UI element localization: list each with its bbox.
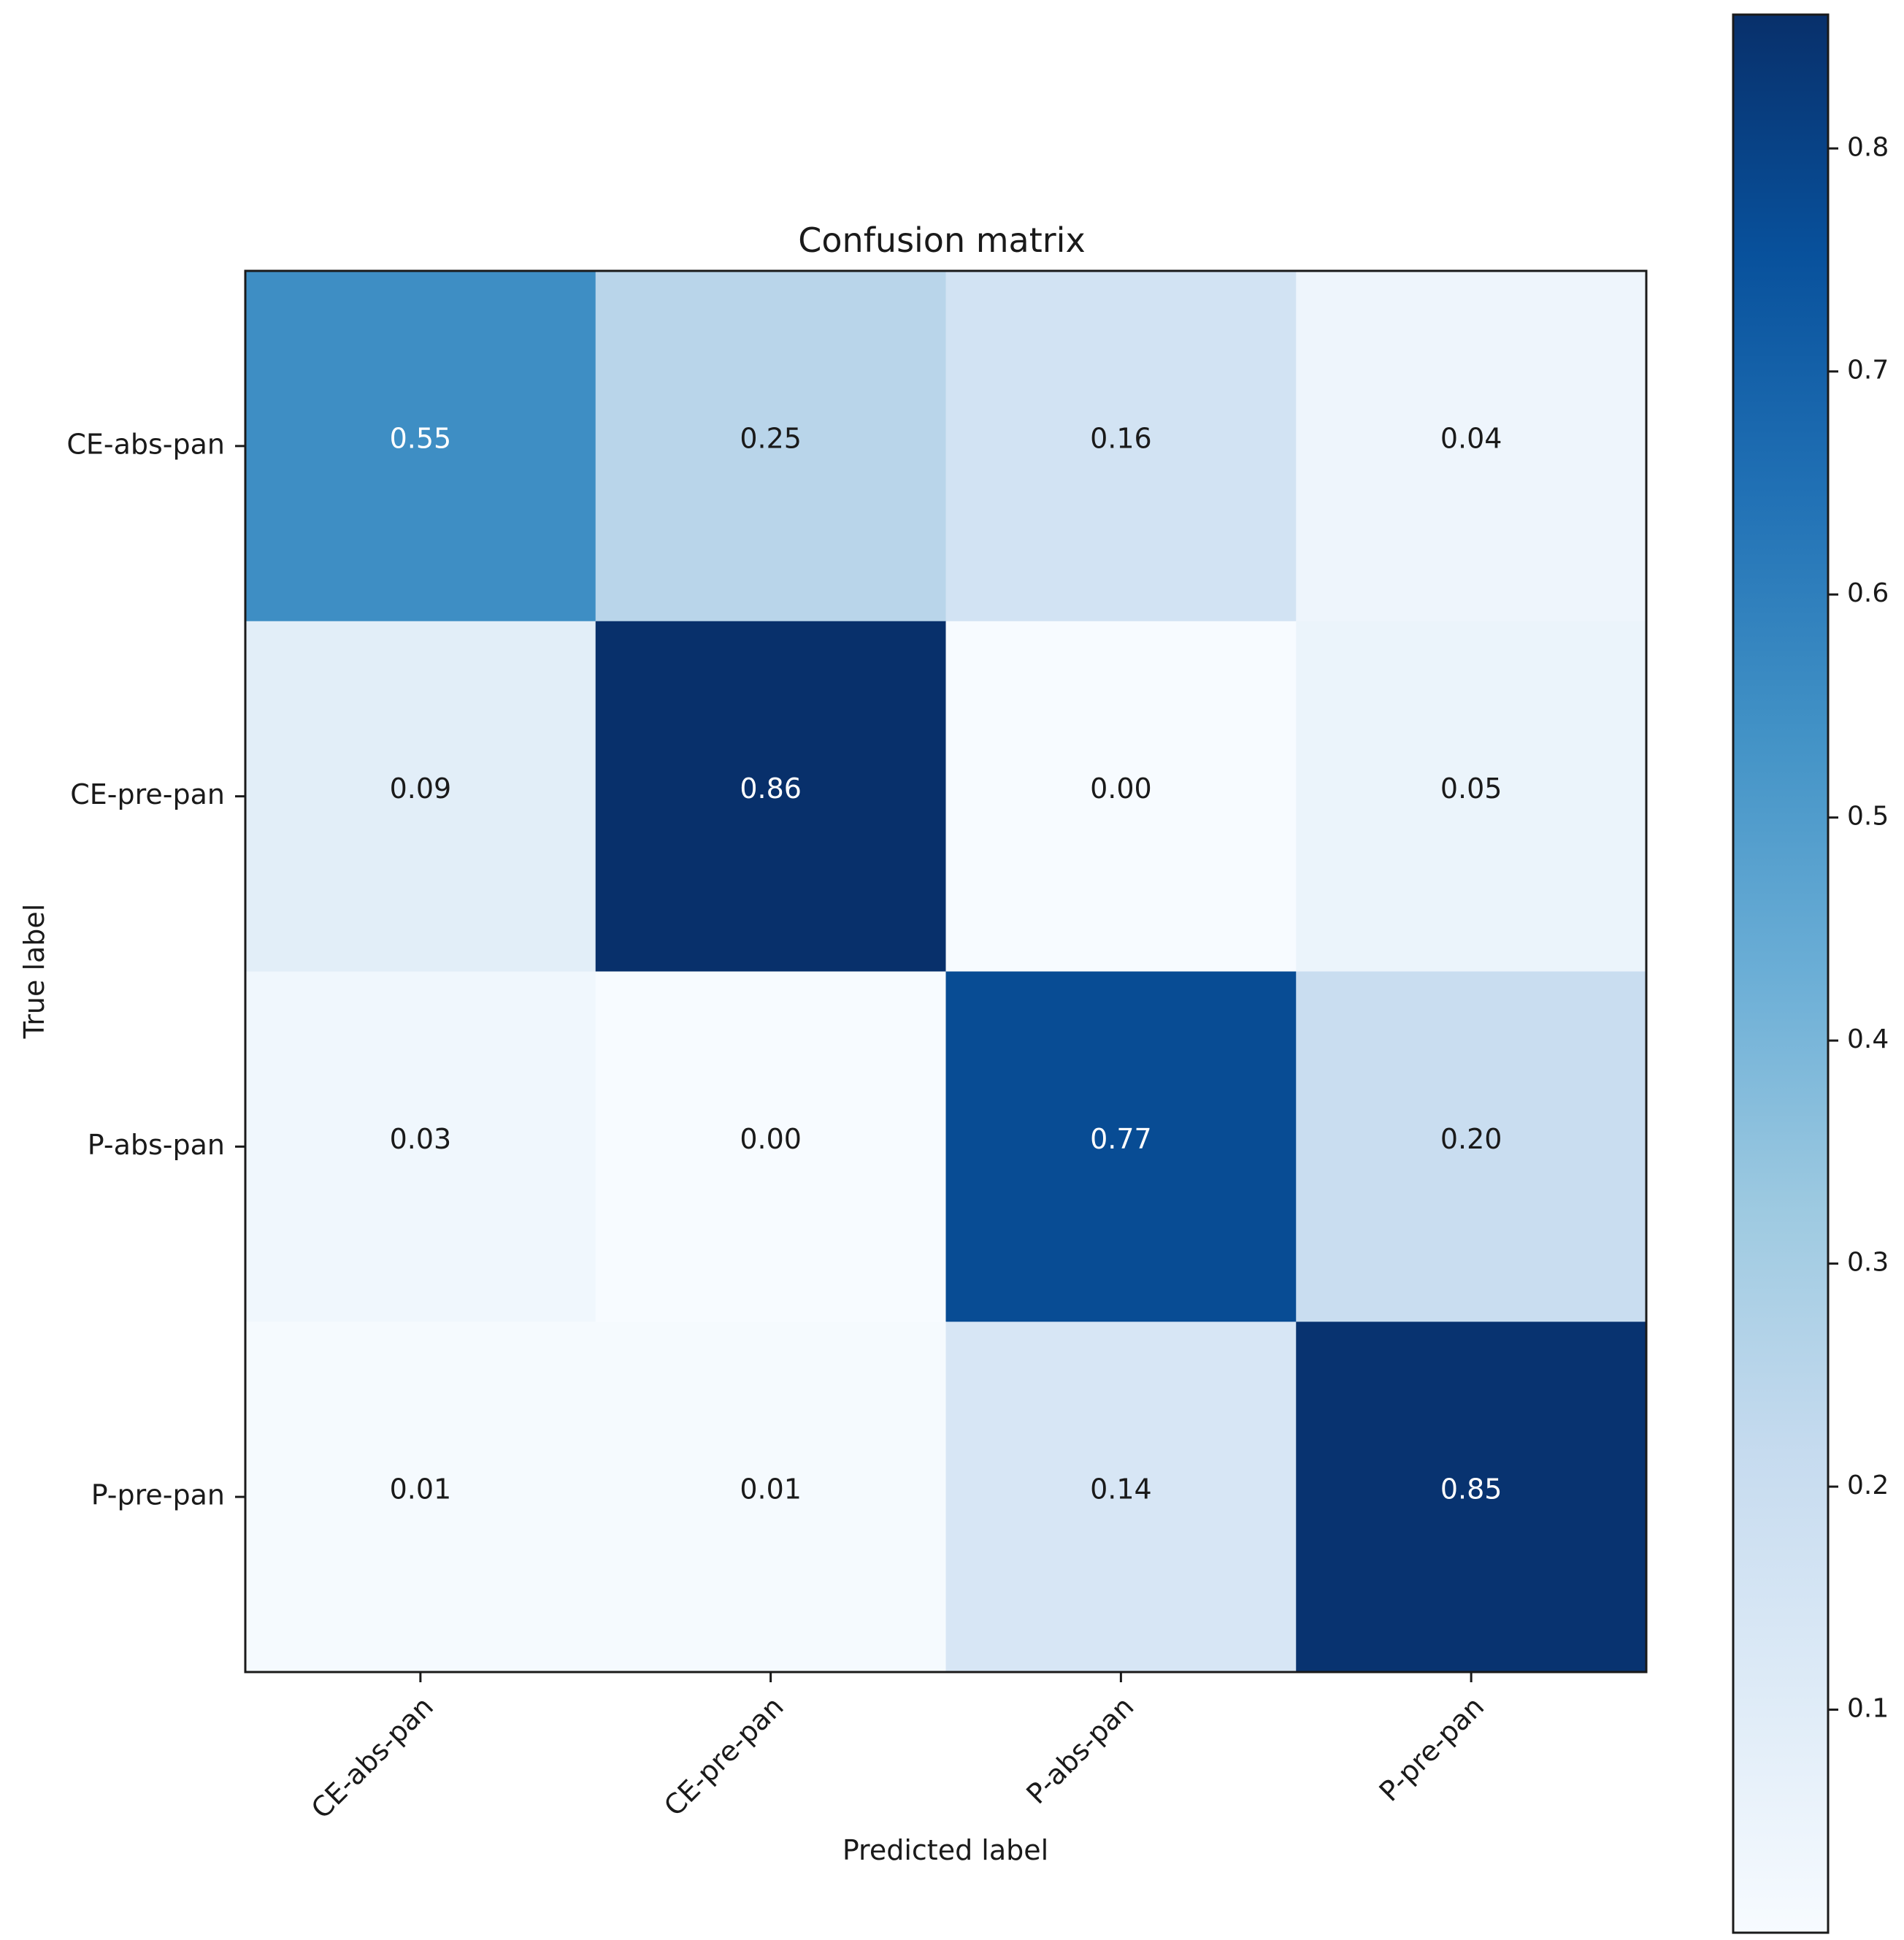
x-tick-label: P-abs-pan [1020, 1690, 1140, 1810]
cell-value-label: 0.86 [740, 772, 802, 805]
heatmap-cell [1296, 621, 1647, 972]
heatmap-cell [595, 271, 946, 622]
x-tick-label: P-pre-pan [1373, 1690, 1491, 1808]
heatmap-cell [945, 1322, 1297, 1673]
heatmap-cell [1296, 971, 1647, 1322]
colorbar-tick-label: 0.8 [1847, 132, 1889, 162]
x-tick-label: CE-pre-pan [658, 1690, 790, 1822]
cell-value-label: 0.20 [1440, 1123, 1502, 1155]
cell-value-label: 0.01 [390, 1473, 452, 1506]
colorbar-tick-label: 0.5 [1847, 802, 1889, 832]
heatmap-cell [945, 621, 1297, 972]
colorbar [1732, 13, 1830, 1934]
colorbar-tick-label: 0.7 [1847, 356, 1889, 386]
y-tick-label: CE-pre-pan [70, 778, 225, 810]
heatmap-cell [1296, 271, 1647, 622]
heatmap-cell [245, 1322, 596, 1673]
x-tick-label: CE-abs-pan [305, 1690, 439, 1825]
colorbar-tick-label: 0.2 [1847, 1471, 1889, 1500]
plot-frame [244, 269, 1648, 1673]
cell-value-label: 0.04 [1440, 422, 1502, 454]
heatmap-cell [595, 971, 946, 1322]
cell-value-label: 0.55 [390, 422, 452, 454]
heatmap-cell [945, 971, 1297, 1322]
cell-value-label: 0.05 [1440, 772, 1502, 805]
heatmap-cell [595, 621, 946, 972]
heatmap-cell [245, 621, 596, 972]
x-axis-ticks: CE-abs-pan CE-pre-pan P-abs-pan P-pre-pan [305, 1672, 1491, 1825]
cell-value-label: 0.85 [1440, 1473, 1502, 1506]
cell-value-label: 0.03 [390, 1123, 452, 1155]
colorbar-ticks: 0.1 0.2 0.3 0.4 0.5 0.6 0.7 0.8 [1828, 132, 1889, 1724]
y-axis-label: True label [18, 904, 50, 1040]
heatmap-cell [595, 1322, 946, 1673]
colorbar-tick-label: 0.3 [1847, 1248, 1889, 1278]
heatmap-cell [1296, 1322, 1647, 1673]
cell-value-label: 0.09 [390, 772, 452, 805]
cell-value-label: 0.14 [1090, 1473, 1152, 1506]
cell-value-label: 0.00 [1090, 772, 1152, 805]
cell-value-label: 0.16 [1090, 422, 1152, 454]
y-tick-label: CE-abs-pan [66, 428, 225, 460]
chart-title: Confusion matrix [798, 221, 1085, 260]
colorbar-tick-label: 0.1 [1847, 1694, 1889, 1724]
heatmap-cell [945, 271, 1297, 622]
cell-value-label: 0.01 [740, 1473, 802, 1506]
heatmap-cell [245, 971, 596, 1322]
heatmap-cell [245, 271, 596, 622]
y-tick-label: P-abs-pan [88, 1129, 225, 1161]
colorbar-tick-label: 0.6 [1847, 578, 1889, 608]
heatmap-cell-labels: 0.55 0.25 0.16 0.04 0.09 0.86 0.00 0.05 0.03 0.00… [390, 422, 1502, 1505]
cell-value-label: 0.25 [740, 422, 802, 454]
y-axis-ticks: CE-abs-pan CE-pre-pan P-abs-pan P-pre-pan [66, 428, 245, 1511]
cell-value-label: 0.00 [740, 1123, 802, 1155]
heatmap-cells [245, 271, 1647, 1673]
cell-value-label: 0.77 [1090, 1123, 1152, 1155]
x-axis-label: Predicted label [842, 1834, 1048, 1866]
y-tick-label: P-pre-pan [91, 1479, 225, 1511]
colorbar-tick-label: 0.4 [1847, 1024, 1889, 1054]
